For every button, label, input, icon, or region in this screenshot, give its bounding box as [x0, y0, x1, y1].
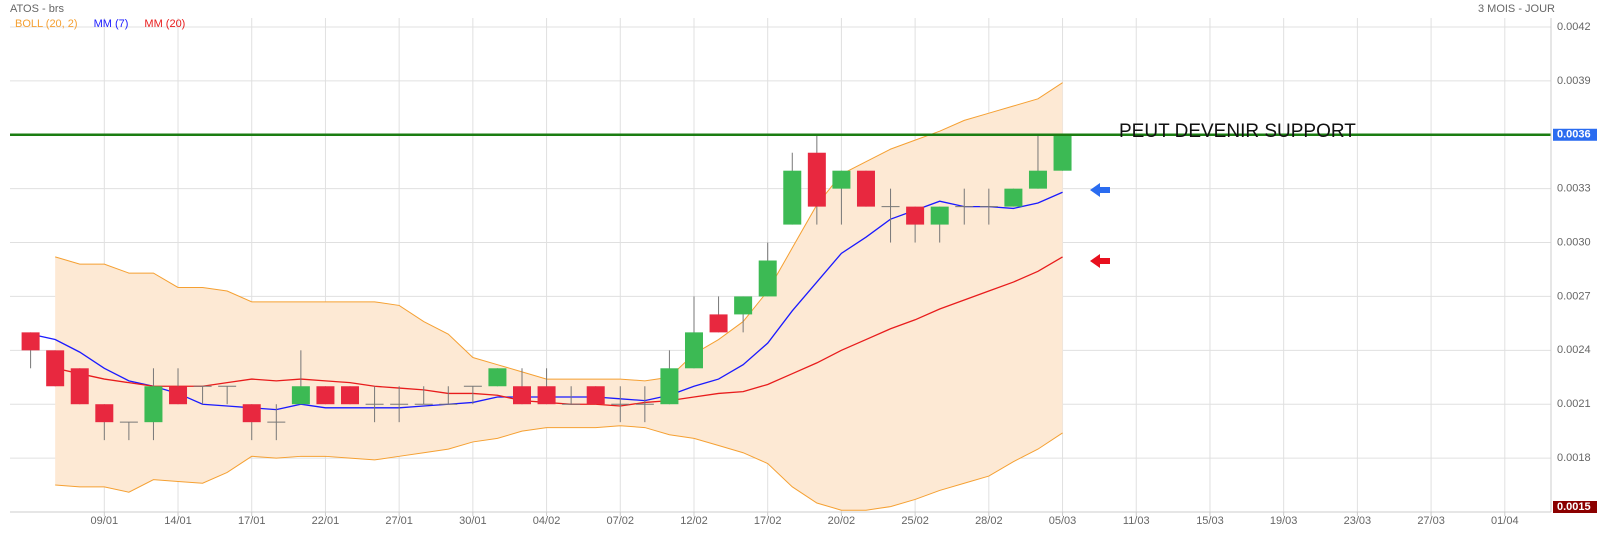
candle-body — [316, 386, 335, 405]
candle-body — [807, 152, 826, 207]
x-tick-label: 07/02 — [607, 515, 635, 527]
bollinger-upper — [55, 82, 1063, 382]
candle-body — [46, 350, 65, 387]
candle-body — [930, 206, 949, 225]
candle-body — [70, 368, 89, 405]
x-tick-label: 15/03 — [1196, 515, 1224, 527]
candle-body — [586, 386, 605, 405]
arrow — [1090, 254, 1110, 268]
chart-title: ATOS - brs — [10, 3, 64, 15]
axes: 0.0015 0.0018 0.0021 0.0024 0.0027 0.0030 0.00… — [91, 21, 1597, 527]
candle-body — [856, 170, 875, 207]
legend-entry: MM (20) — [144, 18, 185, 30]
candle-body — [1053, 134, 1072, 171]
y-tick-label: 0.0036 — [1557, 129, 1591, 141]
x-tick-label: 23/03 — [1344, 515, 1372, 527]
candle-body — [242, 404, 261, 423]
plot-area — [10, 82, 1551, 511]
x-tick-label: 04/02 — [533, 515, 561, 527]
candle-body — [169, 386, 188, 405]
candle-body — [734, 296, 753, 315]
period-label: 3 MOIS - JOUR — [1478, 3, 1555, 15]
candle-body — [684, 332, 703, 369]
legend: BOLL (20, 2) MM (7) MM (20) — [15, 18, 185, 30]
candle-body — [537, 386, 556, 405]
x-tick-label: 14/01 — [164, 515, 192, 527]
candle-body — [21, 332, 40, 351]
candle-body — [488, 368, 507, 387]
y-tick-label: 0.0030 — [1557, 236, 1591, 248]
tick-badge — [1553, 128, 1597, 141]
candle-body — [513, 386, 531, 405]
candle-body — [832, 170, 851, 189]
candle-body — [783, 170, 802, 225]
x-tick-label: 22/01 — [312, 515, 340, 527]
x-tick-label: 19/03 — [1270, 515, 1298, 527]
x-tick-label: 01/04 — [1491, 515, 1519, 527]
y-tick-label: 0.0018 — [1557, 452, 1591, 464]
legend-entry: MM (7) — [94, 18, 129, 30]
candle-body — [291, 386, 310, 405]
x-tick-label: 27/01 — [385, 515, 413, 527]
y-tick-label: 0.0027 — [1557, 290, 1591, 302]
x-tick-label: 25/02 — [901, 515, 929, 527]
support-label: PEUT DEVENIR SUPPORT — [1119, 121, 1356, 142]
bollinger-lower — [55, 425, 1063, 511]
y-tick-label: 0.0015 — [1557, 501, 1591, 513]
x-tick-label: 27/03 — [1417, 515, 1445, 527]
x-tick-label: 20/02 — [828, 515, 856, 527]
x-tick-label: 05/03 — [1049, 515, 1077, 527]
tick-badge — [1553, 501, 1597, 513]
moving-average — [55, 256, 1063, 407]
arrow — [1090, 183, 1110, 197]
x-tick-label: 12/02 — [680, 515, 708, 527]
x-tick-label: 17/01 — [238, 515, 266, 527]
x-tick-label: 30/01 — [459, 515, 487, 527]
x-tick-label: 17/02 — [754, 515, 782, 527]
legend-entry: BOLL (20, 2) — [15, 18, 78, 30]
candle-body — [144, 386, 163, 423]
y-tick-label: 0.0021 — [1557, 398, 1591, 410]
candle-body — [341, 386, 360, 405]
candle-body — [95, 404, 114, 423]
y-tick-label: 0.0042 — [1557, 21, 1591, 33]
x-tick-label: 11/03 — [1123, 515, 1150, 527]
candle-body — [709, 314, 728, 333]
y-tick-label: 0.0033 — [1557, 183, 1591, 195]
candle-body — [1004, 188, 1023, 207]
candle-body — [660, 368, 679, 405]
y-tick-label: 0.0039 — [1557, 75, 1591, 87]
x-tick-label: 28/02 — [975, 515, 1003, 527]
candle-body — [1028, 170, 1047, 189]
candle-body — [758, 260, 777, 297]
y-tick-label: 0.0024 — [1557, 344, 1591, 356]
x-tick-label: 09/01 — [91, 515, 119, 527]
candle-body — [906, 206, 925, 225]
